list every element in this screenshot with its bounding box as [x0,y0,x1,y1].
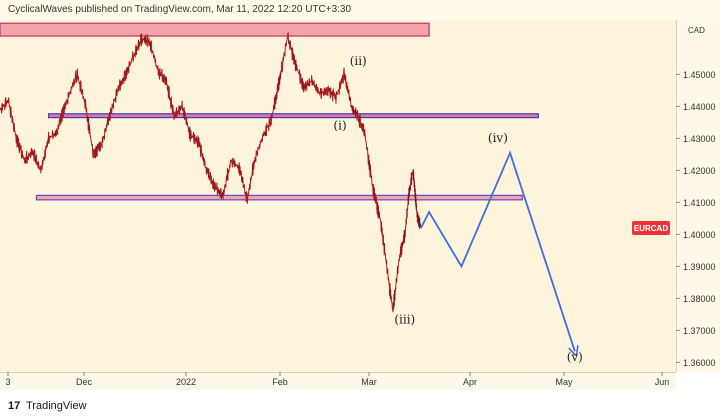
x-tick-label-1: Dec [76,377,93,387]
y-tick-label-5: 1.40000 [683,230,716,240]
zone-2 [35,194,523,201]
wave-label-0: (ii) [350,54,367,68]
y-tick-label-8: 1.37000 [683,326,716,336]
time-axis[interactable] [0,372,676,391]
x-tick-label-2: 2022 [176,377,196,387]
publish-info: CyclicalWaves published on TradingView.c… [8,4,352,15]
wave-label-3: (iii) [394,312,415,326]
y-tick-label-0: 1.45000 [683,70,716,80]
currency-label: CAD [688,26,705,35]
x-tick-label-4: Mar [361,377,377,387]
projection-path [420,150,575,351]
wave-label-2: (iv) [488,131,508,145]
brand-name: TradingView [26,400,87,412]
zone-1 [47,113,539,119]
wave-label-1: (i) [333,118,346,132]
symbol-badge-label: EURCAD [634,224,668,233]
x-tick-label-0: 3 [5,377,10,387]
tradingview-logo-icon: 17 [8,400,21,412]
price-axis[interactable] [676,20,720,372]
zone-0 [0,22,430,37]
y-tick-label-2: 1.43000 [683,134,716,144]
y-tick-label-1: 1.44000 [683,102,716,112]
y-tick-label-9: 1.36000 [683,358,716,368]
y-tick-label-4: 1.41000 [683,198,716,208]
y-tick-label-3: 1.42000 [683,166,716,176]
price-series-shadow [0,32,422,313]
wave-label-4: (v) [567,350,583,364]
x-tick-label-3: Feb [272,377,288,387]
chart-header: CyclicalWaves published on TradingView.c… [0,0,720,20]
y-tick-label-7: 1.38000 [683,294,716,304]
symbol-badge [632,221,670,235]
x-tick-label-7: Jun [655,377,670,387]
chart-footer: 17 TradingView [0,390,720,419]
x-tick-label-6: May [555,377,573,387]
y-tick-label-6: 1.39000 [683,262,716,272]
x-tick-label-5: Apr [463,377,477,387]
